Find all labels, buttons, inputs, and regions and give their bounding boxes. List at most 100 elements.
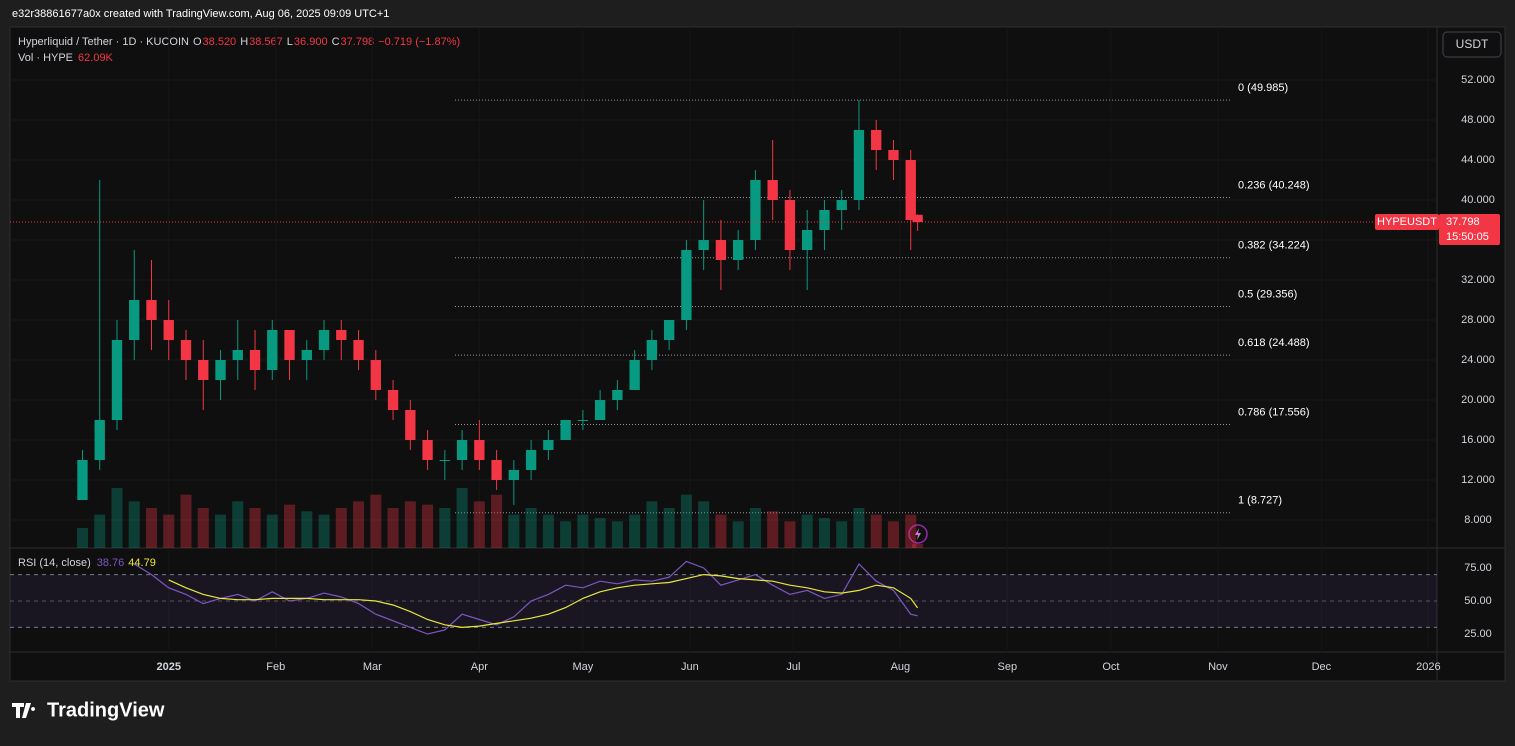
rsi-title: RSI (14, close)	[18, 557, 91, 569]
volume-bar	[387, 508, 399, 548]
y-tick-label: 20.000	[1461, 394, 1495, 406]
candle-body	[767, 180, 778, 200]
volume-bar	[767, 511, 779, 548]
logo-mark	[12, 703, 36, 718]
volume-bar	[232, 501, 244, 548]
y-tick-label: 48.000	[1461, 114, 1495, 126]
candle-body	[836, 200, 847, 210]
volume-label: Vol · HYPE	[18, 52, 73, 64]
candle-body	[853, 130, 865, 200]
volume-bar	[94, 514, 106, 548]
volume-bar	[180, 494, 192, 548]
ohlc-value: 36.900	[294, 36, 328, 48]
candle-body	[698, 240, 709, 250]
candle-body	[439, 460, 451, 461]
candle-body	[318, 330, 330, 350]
candle-body	[336, 330, 347, 340]
y-tick-label: 12.000	[1461, 474, 1495, 486]
x-tick-label: May	[572, 661, 593, 673]
candle-body	[198, 360, 209, 380]
candle-body	[474, 440, 485, 460]
volume-bar	[887, 521, 899, 548]
volume-bar	[853, 508, 865, 548]
ohlc-value: 38.520	[203, 36, 237, 48]
brand: TradingView	[47, 699, 165, 721]
fib-label: 0.382 (34.224)	[1238, 240, 1310, 252]
candle-body	[129, 300, 140, 340]
candle-body	[663, 320, 675, 340]
currency[interactable]: USDT	[1456, 37, 1489, 51]
volume-bar	[111, 488, 123, 548]
candle-body	[646, 340, 658, 360]
candle-body	[871, 130, 882, 150]
candle-body	[612, 390, 623, 400]
fib-label: 0.618 (24.488)	[1238, 337, 1310, 349]
volume-bar	[335, 508, 347, 548]
fib-label: 0.786 (17.556)	[1238, 406, 1310, 418]
alert-bolt	[915, 528, 921, 540]
x-tick-label: Feb	[266, 661, 285, 673]
volume-bar	[145, 508, 158, 548]
candle-body	[784, 200, 796, 250]
volume-bar	[439, 508, 451, 548]
volume-bar	[76, 528, 88, 548]
change: −0.719 (−1.87%)	[378, 36, 460, 48]
volume-bar	[266, 514, 278, 548]
x-tick-label: Apr	[471, 661, 488, 673]
candle-body	[422, 440, 433, 460]
x-tick-label: Dec	[1312, 661, 1332, 673]
volume-bar	[301, 511, 313, 548]
candle-body	[215, 360, 226, 380]
candle-body	[802, 230, 813, 250]
x-tick-label: Sep	[998, 661, 1018, 673]
volume-bar	[698, 501, 710, 548]
rsi-tick-label: 25.00	[1464, 628, 1492, 640]
candle-body	[301, 350, 312, 360]
volume-bar	[646, 501, 658, 548]
candle-body	[905, 160, 916, 220]
countdown: 15:50:05	[1446, 231, 1489, 243]
rsi-line	[133, 560, 918, 635]
symbol-tag: HYPEUSDT	[1377, 216, 1437, 228]
volume-bar	[629, 514, 641, 548]
candle-body	[111, 340, 123, 420]
candle-body	[180, 340, 192, 360]
candle-body	[750, 180, 761, 240]
rsi-tick-label: 50.00	[1464, 595, 1492, 607]
volume-bar	[836, 521, 848, 548]
candle-body	[508, 470, 520, 480]
price-tag-bg	[1439, 214, 1500, 246]
volume-bar	[594, 518, 606, 548]
volume-bar	[905, 514, 917, 548]
x-tick-label: Mar	[363, 661, 382, 673]
rsi-value: 38.76	[97, 557, 125, 569]
y-tick-label: 44.000	[1461, 154, 1495, 166]
y-tick-label: 24.000	[1461, 354, 1495, 366]
fib-label: 0.236 (40.248)	[1238, 179, 1310, 191]
volume-bar	[491, 494, 503, 548]
candle-body	[267, 330, 278, 370]
candle-body	[577, 420, 589, 421]
ohlc-value: 37.798	[341, 36, 375, 48]
x-tick-label: Oct	[1102, 661, 1119, 673]
fib-label: 1 (8.727)	[1238, 495, 1282, 507]
volume-bar	[732, 521, 744, 548]
volume-bar	[404, 501, 416, 548]
fib-label: 0 (49.985)	[1238, 82, 1288, 94]
y-tick-label: 52.000	[1461, 74, 1495, 86]
candle-body	[163, 320, 174, 340]
volume-bar	[680, 494, 692, 548]
candle-body	[525, 450, 537, 470]
volume-bar	[870, 514, 882, 548]
ohlc-key: H	[240, 36, 248, 48]
currency-button[interactable]	[1442, 31, 1502, 58]
x-tick-label: Jul	[786, 661, 800, 673]
volume-bar	[508, 514, 520, 548]
volume-bar	[715, 514, 727, 548]
volume-bar	[784, 521, 796, 548]
volume-bar	[422, 504, 434, 548]
candle-body	[715, 240, 727, 260]
price-tag: 37.798	[1446, 216, 1480, 228]
alert-icon[interactable]	[908, 524, 928, 544]
